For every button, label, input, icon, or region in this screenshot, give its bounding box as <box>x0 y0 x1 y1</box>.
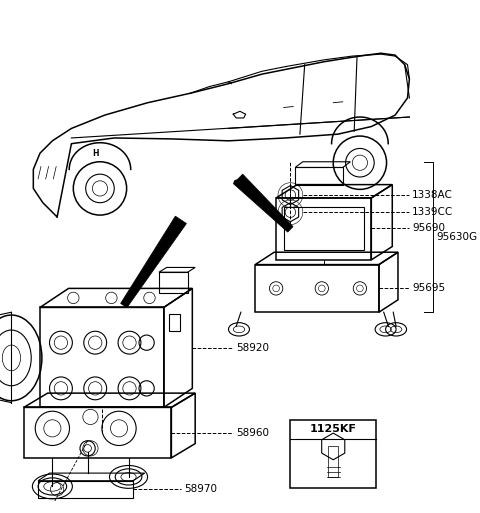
Bar <box>40 307 164 407</box>
Bar <box>328 446 338 477</box>
Bar <box>276 198 372 260</box>
Polygon shape <box>233 174 293 232</box>
Text: 1338AC: 1338AC <box>412 190 453 200</box>
Bar <box>295 167 343 185</box>
Bar <box>284 207 364 250</box>
Text: 95695: 95695 <box>412 283 445 293</box>
Text: 1125KF: 1125KF <box>310 424 357 435</box>
Text: 95630G: 95630G <box>436 232 477 242</box>
Text: 1339CC: 1339CC <box>412 207 454 217</box>
Text: 58970: 58970 <box>184 484 217 495</box>
Bar <box>168 314 180 331</box>
Text: 58920: 58920 <box>236 343 269 353</box>
Text: 95690: 95690 <box>412 224 445 233</box>
Bar <box>159 272 188 293</box>
Text: 58960: 58960 <box>236 428 269 438</box>
Text: H: H <box>92 149 98 157</box>
Bar <box>24 407 171 458</box>
Bar <box>255 265 379 312</box>
Polygon shape <box>120 216 186 308</box>
Bar <box>38 481 133 498</box>
Bar <box>290 420 376 488</box>
